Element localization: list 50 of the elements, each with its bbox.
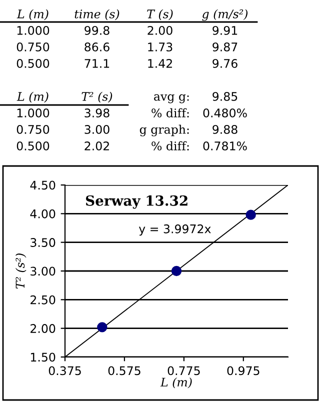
text: 2.02 xyxy=(84,141,109,150)
y-axis-title: T² (s²) xyxy=(15,254,26,289)
text: g graph: xyxy=(140,124,189,136)
text: 1.42 xyxy=(148,58,172,68)
text: L (m) xyxy=(16,9,48,20)
text: 0.750 xyxy=(16,124,50,134)
text: 3.00 xyxy=(84,124,110,134)
point xyxy=(246,210,256,220)
point xyxy=(171,266,182,276)
annotation: y = 3.9972x xyxy=(138,224,211,236)
text: 0.500 xyxy=(16,58,50,68)
y-tick-label: 4.00 xyxy=(30,209,56,218)
point xyxy=(97,322,108,332)
x-axis-title: L (m) xyxy=(160,377,192,388)
text: 0.781% xyxy=(203,141,247,150)
text: time (s) xyxy=(74,9,120,20)
text: 2.00 xyxy=(148,26,172,35)
text: avg g: xyxy=(154,94,189,104)
x-tick-label: 0.775 xyxy=(168,366,200,376)
x-tick-label: 0.575 xyxy=(108,366,140,376)
text: 99.8 xyxy=(84,26,110,35)
text: 71.1 xyxy=(84,59,110,68)
text: T² (s) xyxy=(82,92,112,103)
text: 1.73 xyxy=(148,42,172,52)
text: 86.6 xyxy=(84,42,110,52)
y-tick-label: 1.50 xyxy=(30,352,56,362)
text: L (m) xyxy=(16,92,48,103)
y-tick-label: 2.00 xyxy=(30,324,56,333)
text: g (m/s²) xyxy=(202,9,248,21)
text: T (s) xyxy=(147,9,173,20)
text: 9.88 xyxy=(212,124,238,134)
y-tick-label: 2.50 xyxy=(30,295,56,304)
text: 9.91 xyxy=(212,26,238,35)
text: % diff: xyxy=(152,108,189,118)
text: 0.750 xyxy=(16,42,50,52)
text: 9.85 xyxy=(212,92,238,101)
text: Serway 13.32 xyxy=(86,195,188,209)
x-tick-label: 0.975 xyxy=(227,366,260,376)
text: 0.480% xyxy=(203,108,247,118)
text: 1.000 xyxy=(17,26,50,35)
y-tick-label: 3.50 xyxy=(30,238,56,247)
text: 9.87 xyxy=(212,42,238,52)
text: % diff: xyxy=(152,141,189,150)
text: 1.000 xyxy=(17,108,50,118)
y-tick-label: 4.50 xyxy=(30,180,56,190)
text: 3.98 xyxy=(84,108,110,118)
text: 0.500 xyxy=(16,141,50,150)
x-tick-label: 0.375 xyxy=(48,366,81,376)
y-tick-label: 3.00 xyxy=(30,266,56,276)
text: 9.76 xyxy=(212,58,238,68)
